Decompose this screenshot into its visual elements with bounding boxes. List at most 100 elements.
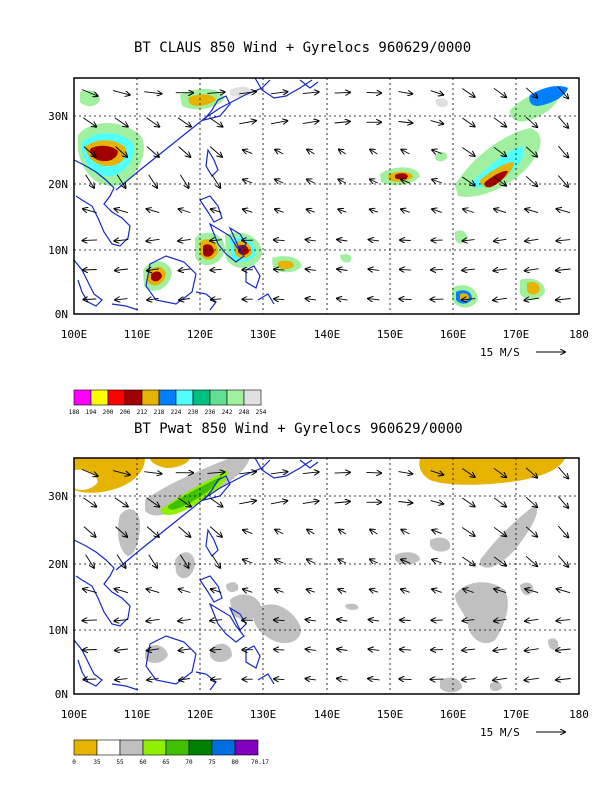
wind-vector-arrow — [274, 649, 285, 650]
wind-vector-arrow — [430, 121, 444, 124]
wind-vector-arrow — [366, 472, 382, 473]
top-colorbar-swatch — [158, 389, 177, 406]
wind-vector-arrow — [370, 559, 378, 563]
wind-vector-arrow — [307, 179, 315, 183]
wind-vector-arrow — [112, 470, 130, 475]
wind-vector-arrow — [147, 269, 160, 271]
wind-vector-arrow — [462, 527, 474, 537]
wind-vector-arrow — [114, 240, 129, 242]
wind-vector-arrow — [83, 117, 96, 127]
bottom-colorbar-swatch — [234, 739, 259, 756]
wind-vector-arrow — [146, 117, 160, 127]
bottom-colorbar-label: 75 — [208, 759, 216, 766]
wind-vector-arrow — [494, 209, 507, 213]
wind-vector-arrow — [115, 209, 129, 214]
wind-vector-arrow — [525, 146, 537, 157]
wind-vector-arrow — [401, 150, 410, 154]
wind-vector-arrow — [274, 299, 285, 300]
wind-vector-arrow — [209, 497, 223, 507]
wind-vector-arrow — [144, 92, 161, 94]
wind-vector-arrow — [557, 555, 568, 567]
bottom-colorbar-label: 60 — [139, 759, 147, 766]
bottom-grid — [74, 458, 579, 694]
wind-vector-arrow — [366, 92, 382, 93]
wind-vector-arrow — [368, 679, 380, 680]
wind-vector-arrow — [401, 559, 410, 563]
wind-vector-arrow — [115, 146, 128, 157]
wind-vector-arrow — [275, 530, 284, 534]
wind-vector-arrow — [370, 179, 378, 183]
wind-vector-arrow — [81, 89, 98, 97]
top-colorbar-label: 200 — [103, 409, 114, 416]
wind-vector-arrow — [147, 678, 159, 680]
wind-vector-arrow — [146, 239, 160, 241]
wind-vector-arrow — [116, 174, 125, 188]
wind-vector-arrow — [432, 209, 442, 212]
wind-vector-arrow — [338, 209, 347, 212]
bottom-colorbar-label: 70 — [185, 759, 193, 766]
wind-vector-arrow — [370, 209, 379, 212]
bottom-lon-label: 120E — [187, 708, 214, 721]
wind-vector-arrow — [556, 649, 571, 651]
wind-vector-arrow — [493, 298, 508, 300]
wind-vector-arrow — [147, 209, 160, 213]
wind-vector-arrow — [83, 497, 96, 507]
wind-vector-arrow — [338, 589, 347, 592]
wind-vector-arrow — [270, 92, 287, 94]
wind-vector-arrow — [337, 649, 348, 651]
top-map-panel: 30N 20N 10N 0N 100E 110E 120E 130E 140E … — [48, 77, 589, 416]
wind-vector-arrow — [430, 501, 444, 504]
top-lat-label: 20N — [48, 178, 68, 191]
wind-vector-arrow — [462, 468, 474, 478]
wind-vector-arrow — [146, 146, 159, 157]
wind-vector-arrow — [209, 146, 222, 157]
wind-vector-arrow — [493, 269, 507, 271]
wind-vector-arrow — [524, 678, 539, 680]
wind-vector-arrow — [148, 554, 157, 568]
top-colorbar-swatch — [226, 389, 245, 406]
wind-vector-arrow — [275, 179, 284, 183]
wind-vector-arrow — [211, 269, 222, 270]
wind-vector-arrow — [147, 298, 159, 300]
wind-vector-arrow — [334, 122, 350, 124]
wind-vector-arrow — [211, 589, 222, 592]
wind-vector-arrow — [463, 589, 475, 593]
wind-vector-arrow — [557, 116, 568, 128]
wind-vector-arrow — [115, 269, 128, 271]
top-colorbar-label: 224 — [171, 409, 182, 416]
wind-vector-arrow — [83, 679, 97, 680]
wind-vector-arrow — [556, 269, 571, 271]
wind-vector-arrow — [148, 174, 157, 188]
wind-vector-arrow — [179, 554, 188, 568]
wind-vector-arrow — [115, 649, 128, 651]
wind-vector-arrow — [179, 589, 191, 593]
wind-vector-arrow — [179, 649, 191, 651]
wind-vector-arrow — [239, 92, 256, 94]
wind-vector-arrow — [493, 146, 506, 156]
wind-vector-arrow — [430, 90, 444, 95]
bottom-colorbar-swatch — [165, 739, 190, 756]
wind-vector-arrow — [525, 589, 539, 593]
wind-vector-arrow — [211, 174, 220, 188]
top-wind-vectors — [81, 86, 571, 300]
wind-vector-arrow — [114, 620, 129, 622]
wind-vector-arrow — [243, 530, 253, 534]
wind-vector-arrow — [493, 556, 506, 566]
wind-vector-arrow — [525, 239, 539, 241]
wind-vector-arrow — [239, 121, 256, 124]
top-lon-label: 150E — [377, 328, 404, 341]
wind-vector-arrow — [146, 619, 160, 621]
wind-vector-arrow — [525, 496, 537, 507]
top-colorbar-label: 248 — [239, 409, 250, 416]
wind-vector-arrow — [207, 472, 224, 473]
wind-vector-arrow — [370, 150, 378, 155]
wind-vector-arrow — [83, 209, 97, 214]
wind-vector-arrow — [306, 620, 316, 621]
wind-vector-arrow — [179, 209, 191, 213]
wind-vector-arrow — [274, 620, 285, 621]
top-colorbar-swatch — [192, 389, 211, 406]
wind-vector-arrow — [115, 526, 128, 537]
top-colorbar-swatch — [243, 389, 262, 406]
wind-vector-arrow — [556, 240, 571, 241]
